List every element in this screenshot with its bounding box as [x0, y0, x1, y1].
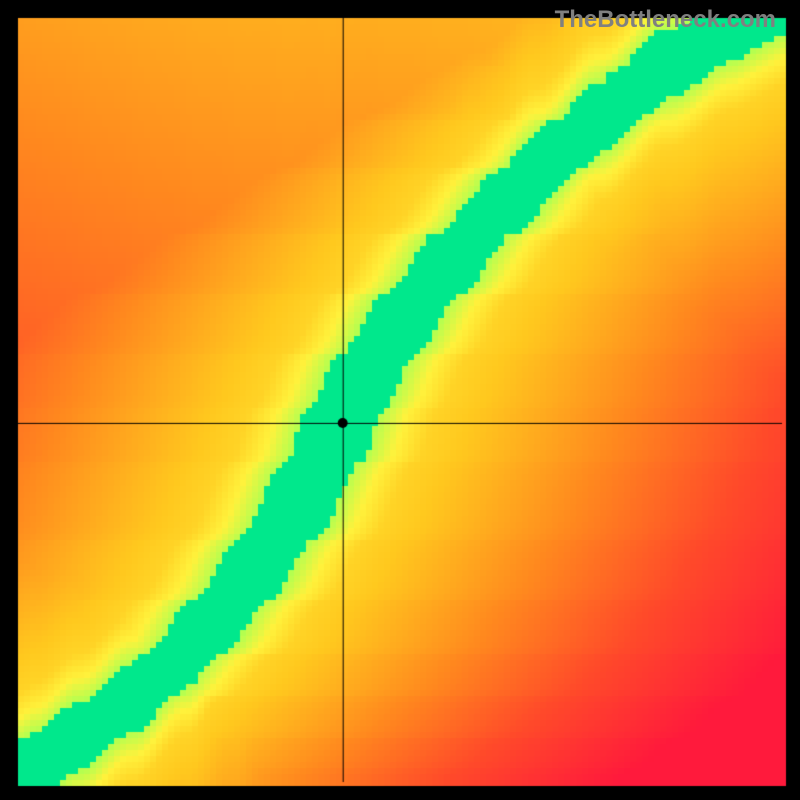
- watermark-text: TheBottleneck.com: [555, 6, 776, 34]
- bottleneck-heatmap: [0, 0, 800, 800]
- chart-container: TheBottleneck.com: [0, 0, 800, 800]
